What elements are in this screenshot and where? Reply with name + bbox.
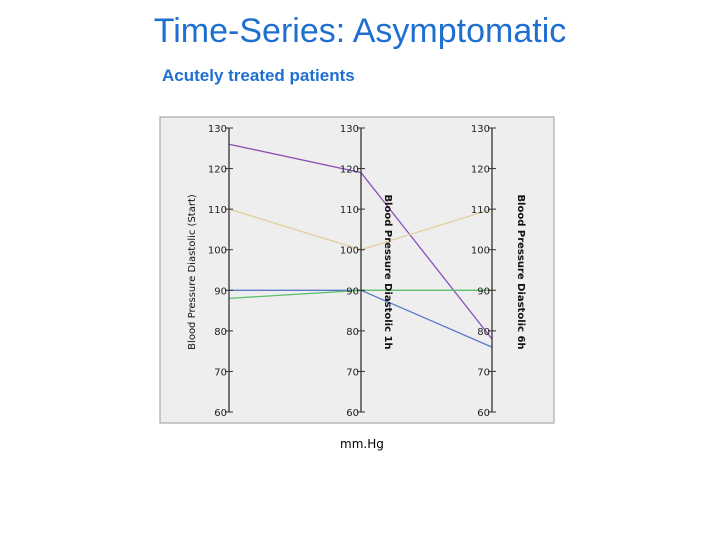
tick-label: 100 <box>208 246 227 257</box>
axis-title-3: Blood Pressure Diastolic 6h <box>515 194 526 349</box>
tick-label: 80 <box>477 327 490 338</box>
tick-label: 70 <box>477 367 490 378</box>
tick-label: 120 <box>340 165 359 176</box>
tick-label: 110 <box>471 205 490 216</box>
tick-label: 90 <box>477 286 490 297</box>
tick-label: 80 <box>214 327 227 338</box>
axes-layer: 130 120 110 100 90 80 70 60 Blood Pressure Diast… <box>187 124 526 419</box>
tick-label: 60 <box>477 408 490 419</box>
tick-label: 120 <box>208 165 227 176</box>
tick-label: 130 <box>208 124 227 135</box>
tick-label: 130 <box>471 124 490 135</box>
tick-label: 130 <box>340 124 359 135</box>
tick-label: 60 <box>346 408 359 419</box>
tick-label: 70 <box>346 367 359 378</box>
tick-label: 90 <box>346 286 359 297</box>
axis-title-1: Blood Pressure Diastolic (Start) <box>187 194 198 350</box>
axis-title-2: Blood Pressure Diastolic 1h <box>382 194 393 349</box>
tick-label: 100 <box>471 246 490 257</box>
tick-label: 120 <box>471 165 490 176</box>
plot-background <box>159 116 555 424</box>
tick-label: 80 <box>346 327 359 338</box>
tick-label: 60 <box>214 408 227 419</box>
unit-label: mm.Hg <box>340 437 384 451</box>
tick-label: 70 <box>214 367 227 378</box>
tick-label: 110 <box>208 205 227 216</box>
tick-label: 100 <box>340 246 359 257</box>
tick-label: 90 <box>214 286 227 297</box>
tick-label: 110 <box>340 205 359 216</box>
page-title: Time-Series: Asymptomatic <box>153 12 567 50</box>
page-subtitle: Acutely treated patients <box>162 66 355 85</box>
